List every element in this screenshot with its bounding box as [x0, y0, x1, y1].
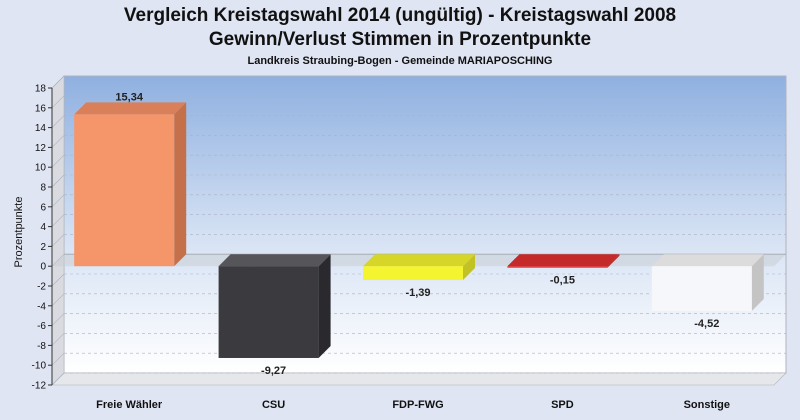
x-tick-label: Sonstige [684, 399, 730, 411]
gridline-depth [51, 234, 65, 247]
chart-subtitle: Gewinn/Verlust Stimmen in Prozentpunkte [208, 29, 592, 50]
gridline-depth [51, 95, 65, 109]
gridline-depth [51, 194, 65, 208]
gridline-depth [51, 273, 65, 287]
plot-floor [51, 372, 787, 386]
y-tick-label: 0 [40, 262, 46, 273]
x-tick-label: Freie Wähler [96, 399, 163, 411]
data-label: -9,27 [261, 365, 286, 377]
chart-title: Vergleich Kreistagswahl 2014 (ungültig) … [123, 5, 677, 26]
bar-top [218, 254, 331, 267]
bar [363, 266, 463, 280]
x-tick-label: SPD [551, 399, 574, 411]
gridline-depth [51, 214, 65, 227]
gridline-depth [51, 115, 65, 128]
y-tick-label: 8 [40, 183, 46, 194]
gridline-depth [51, 135, 65, 148]
bar-top [507, 254, 620, 267]
bar-side [751, 254, 764, 311]
bar [74, 114, 175, 267]
gridline-depth [51, 313, 65, 326]
y-tick-label: 4 [40, 222, 46, 233]
gridline-depth [51, 75, 65, 89]
x-tick-label: CSU [262, 399, 285, 411]
bar-top [363, 254, 475, 267]
x-tick-label: FDP-FWG [392, 399, 443, 411]
data-label: -0,15 [550, 275, 575, 287]
y-tick-label: -4 [37, 301, 46, 312]
bar-top [651, 254, 764, 267]
gridline-depth [51, 333, 65, 346]
bar-side [463, 254, 475, 280]
y-tick-label: 12 [35, 143, 47, 154]
chart-region-label: Landkreis Straubing-Bogen - Gemeinde MAR… [247, 55, 553, 67]
gridline-depth [51, 174, 65, 188]
y-tick-label: 2 [40, 242, 46, 253]
y-axis-label: Prozentpunkte [13, 197, 25, 268]
bar [651, 266, 752, 311]
plot-side-wall [51, 75, 65, 386]
y-tick-label: 16 [35, 103, 47, 114]
y-tick-label: -10 [32, 361, 47, 372]
y-tick-label: 6 [40, 202, 46, 213]
bar-side [318, 254, 331, 358]
y-tick-label: 14 [35, 123, 47, 134]
y-tick-label: 18 [35, 84, 47, 95]
y-tick-label: -6 [37, 321, 46, 332]
bar-side [174, 102, 187, 267]
y-tick-label: 10 [35, 163, 47, 174]
bar [218, 266, 319, 358]
bar [507, 266, 608, 268]
gridline-depth [51, 293, 65, 307]
y-tick-label: -12 [32, 381, 47, 392]
y-tick-label: -2 [37, 282, 46, 293]
gridline-depth [51, 372, 65, 386]
data-label: -1,39 [405, 287, 430, 299]
bar-side [607, 254, 620, 268]
bar-top [74, 102, 187, 115]
gridline-depth [51, 154, 65, 168]
y-tick-label: -8 [37, 341, 46, 352]
data-label: 15,34 [115, 91, 143, 103]
data-label: -4,52 [694, 318, 719, 330]
gridline-depth [51, 352, 65, 366]
